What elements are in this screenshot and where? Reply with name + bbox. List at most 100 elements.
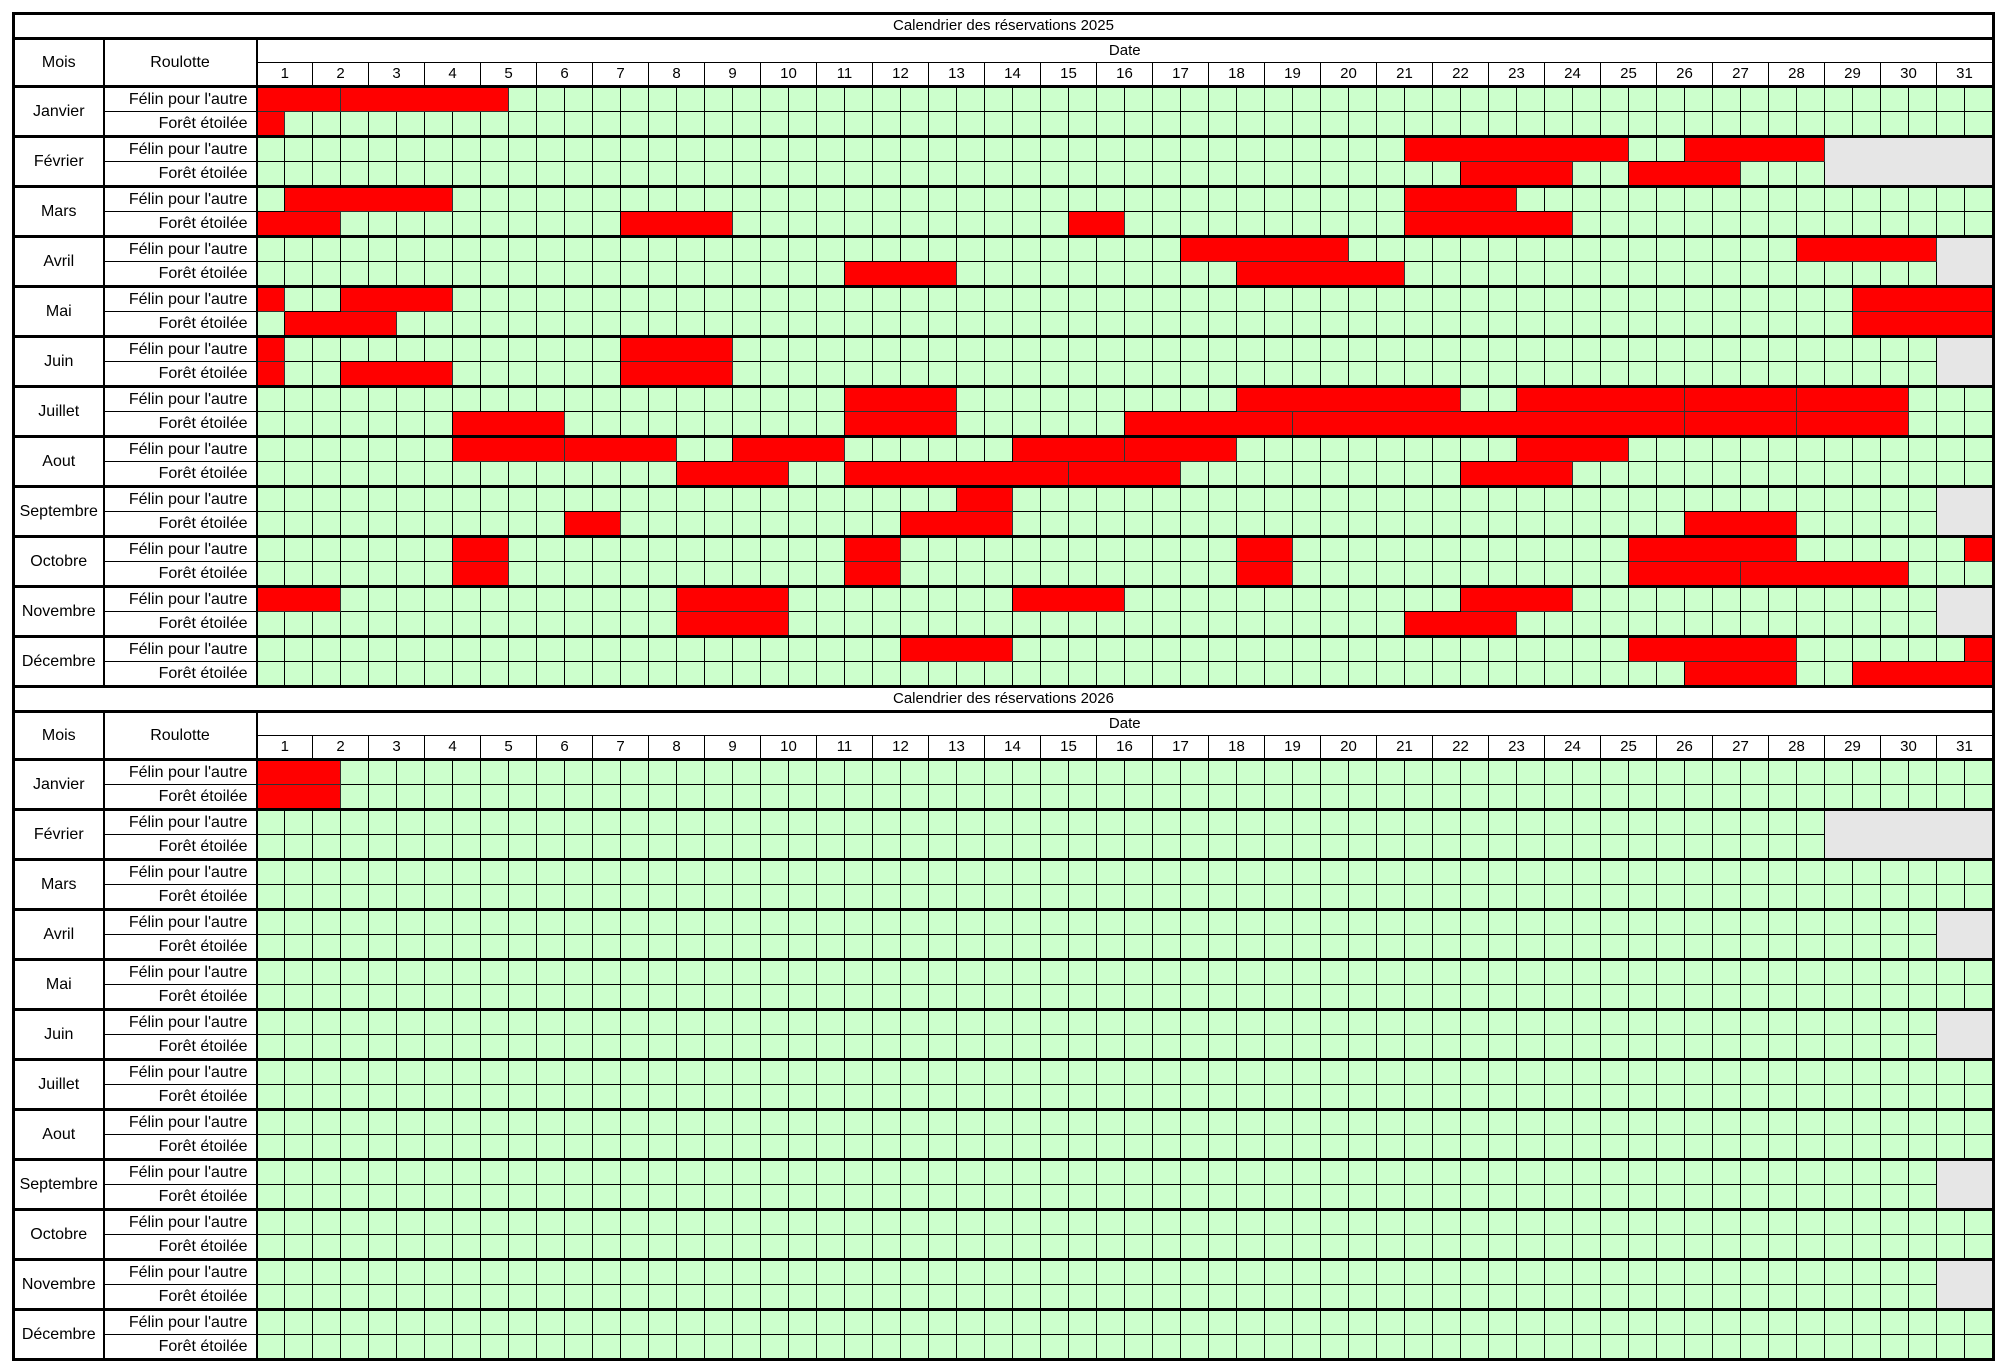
free-half-day-cell[interactable] [1684, 111, 1713, 137]
free-half-day-cell[interactable] [1068, 535, 1097, 562]
free-half-day-cell[interactable] [1404, 1034, 1433, 1060]
free-half-day-cell[interactable] [1656, 285, 1685, 312]
free-half-day-cell[interactable] [1460, 535, 1489, 562]
free-half-day-cell[interactable] [704, 535, 733, 562]
free-half-day-cell[interactable] [1488, 1058, 1517, 1085]
free-half-day-cell[interactable] [1264, 185, 1293, 212]
free-half-day-cell[interactable] [1712, 834, 1741, 860]
free-half-day-cell[interactable] [1236, 111, 1265, 137]
free-half-day-cell[interactable] [1208, 858, 1237, 885]
free-half-day-cell[interactable] [536, 635, 565, 662]
free-half-day-cell[interactable] [1236, 635, 1265, 662]
free-half-day-cell[interactable] [676, 1108, 705, 1135]
free-half-day-cell[interactable] [424, 511, 453, 537]
free-half-day-cell[interactable] [1768, 1258, 1797, 1285]
free-half-day-cell[interactable] [1068, 661, 1097, 687]
free-half-day-cell[interactable] [536, 311, 565, 337]
free-half-day-cell[interactable] [1684, 311, 1713, 337]
free-half-day-cell[interactable] [396, 834, 425, 860]
free-half-day-cell[interactable] [1600, 285, 1629, 312]
free-half-day-cell[interactable] [1068, 85, 1097, 112]
free-half-day-cell[interactable] [1096, 235, 1125, 262]
free-half-day-cell[interactable] [1376, 561, 1405, 587]
free-half-day-cell[interactable] [620, 908, 649, 935]
free-half-day-cell[interactable] [1236, 1208, 1265, 1235]
free-half-day-cell[interactable] [1600, 611, 1629, 637]
free-half-day-cell[interactable] [1880, 958, 1909, 985]
free-half-day-cell[interactable] [1488, 908, 1517, 935]
free-half-day-cell[interactable] [872, 834, 901, 860]
free-half-day-cell[interactable] [1684, 461, 1713, 487]
free-half-day-cell[interactable] [956, 1034, 985, 1060]
free-half-day-cell[interactable] [1236, 285, 1265, 312]
free-half-day-cell[interactable] [1628, 1234, 1657, 1260]
free-half-day-cell[interactable] [1740, 435, 1769, 462]
free-half-day-cell[interactable] [1208, 884, 1237, 910]
free-half-day-cell[interactable] [480, 585, 509, 612]
free-half-day-cell[interactable] [1880, 1284, 1909, 1310]
free-half-day-cell[interactable] [1516, 784, 1545, 810]
free-half-day-cell[interactable] [1152, 1058, 1181, 1085]
free-half-day-cell[interactable] [844, 511, 873, 537]
free-half-day-cell[interactable] [1796, 111, 1825, 137]
free-half-day-cell[interactable] [1124, 211, 1153, 237]
free-half-day-cell[interactable] [284, 934, 313, 960]
free-half-day-cell[interactable] [620, 1334, 649, 1360]
free-half-day-cell[interactable] [1404, 585, 1433, 612]
free-half-day-cell[interactable] [340, 934, 369, 960]
free-half-day-cell[interactable] [1712, 461, 1741, 487]
free-half-day-cell[interactable] [1656, 311, 1685, 337]
free-half-day-cell[interactable] [1544, 661, 1573, 687]
free-half-day-cell[interactable] [704, 1334, 733, 1360]
free-half-day-cell[interactable] [396, 1084, 425, 1110]
free-half-day-cell[interactable] [1432, 1084, 1461, 1110]
booking-block[interactable] [1236, 385, 1461, 412]
free-half-day-cell[interactable] [1740, 958, 1769, 985]
free-half-day-cell[interactable] [1908, 585, 1937, 612]
free-half-day-cell[interactable] [1432, 1258, 1461, 1285]
free-half-day-cell[interactable] [312, 285, 341, 312]
free-half-day-cell[interactable] [760, 311, 789, 337]
free-half-day-cell[interactable] [1012, 661, 1041, 687]
free-half-day-cell[interactable] [928, 1308, 957, 1335]
booking-block[interactable] [900, 635, 1013, 662]
free-half-day-cell[interactable] [928, 884, 957, 910]
free-half-day-cell[interactable] [1068, 311, 1097, 337]
free-half-day-cell[interactable] [1880, 585, 1909, 612]
free-half-day-cell[interactable] [1040, 758, 1069, 785]
free-half-day-cell[interactable] [396, 934, 425, 960]
free-half-day-cell[interactable] [1544, 611, 1573, 637]
free-half-day-cell[interactable] [1684, 884, 1713, 910]
free-half-day-cell[interactable] [1040, 261, 1069, 287]
free-half-day-cell[interactable] [1012, 311, 1041, 337]
free-half-day-cell[interactable] [480, 1334, 509, 1360]
free-half-day-cell[interactable] [1180, 261, 1209, 287]
free-half-day-cell[interactable] [1432, 85, 1461, 112]
free-half-day-cell[interactable] [480, 1158, 509, 1185]
free-half-day-cell[interactable] [984, 385, 1013, 412]
free-half-day-cell[interactable] [760, 1008, 789, 1035]
free-half-day-cell[interactable] [424, 585, 453, 612]
booking-block[interactable] [676, 461, 789, 487]
free-half-day-cell[interactable] [760, 984, 789, 1010]
free-half-day-cell[interactable] [256, 1184, 285, 1210]
free-half-day-cell[interactable] [1824, 1134, 1853, 1160]
free-half-day-cell[interactable] [1264, 908, 1293, 935]
free-half-day-cell[interactable] [788, 1234, 817, 1260]
free-half-day-cell[interactable] [1852, 1208, 1881, 1235]
free-half-day-cell[interactable] [564, 1158, 593, 1185]
free-half-day-cell[interactable] [844, 784, 873, 810]
free-half-day-cell[interactable] [1824, 1184, 1853, 1210]
free-half-day-cell[interactable] [1516, 1034, 1545, 1060]
free-half-day-cell[interactable] [1488, 884, 1517, 910]
free-half-day-cell[interactable] [1740, 1158, 1769, 1185]
free-half-day-cell[interactable] [480, 1284, 509, 1310]
free-half-day-cell[interactable] [956, 1058, 985, 1085]
free-half-day-cell[interactable] [1544, 561, 1573, 587]
free-half-day-cell[interactable] [1404, 261, 1433, 287]
free-half-day-cell[interactable] [1572, 1084, 1601, 1110]
free-half-day-cell[interactable] [1376, 1034, 1405, 1060]
free-half-day-cell[interactable] [732, 485, 761, 512]
free-half-day-cell[interactable] [1040, 834, 1069, 860]
free-half-day-cell[interactable] [1600, 1084, 1629, 1110]
